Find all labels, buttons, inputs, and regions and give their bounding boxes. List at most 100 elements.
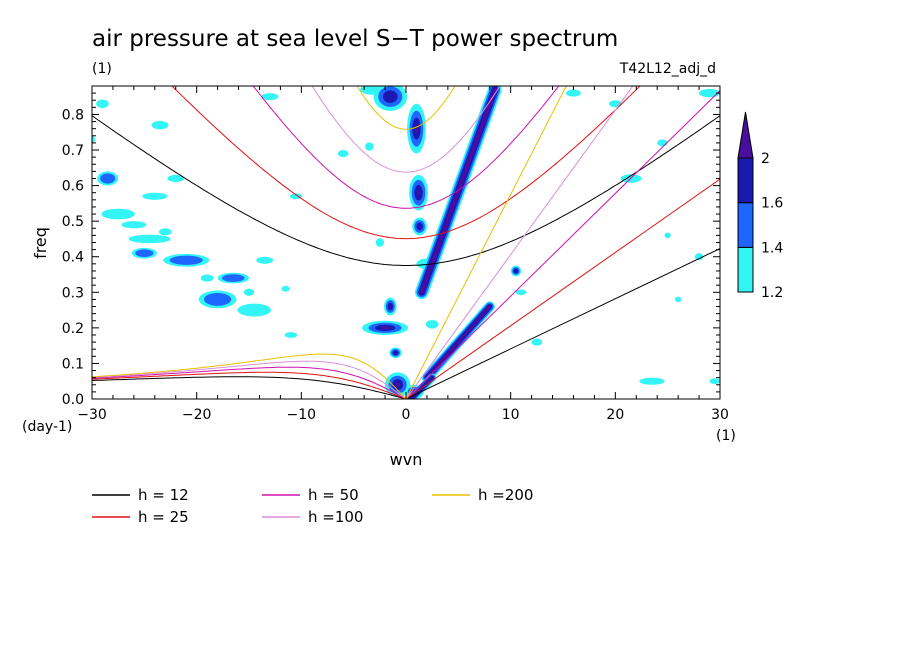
shade-blob — [96, 99, 109, 109]
x-tick-label: 30 — [711, 407, 729, 423]
legend-label: h = 50 — [308, 486, 359, 504]
rossby-wave-curve — [92, 353, 407, 399]
shade-blob — [200, 274, 214, 282]
plot-frame — [91, 85, 721, 400]
x-tick-label: 0 — [402, 407, 411, 423]
shade-blob — [416, 222, 423, 231]
colorbar-segment — [737, 157, 754, 204]
gravity-wave-curve — [356, 86, 456, 130]
shade-blob — [414, 124, 418, 133]
legend-label: h =200 — [478, 486, 533, 504]
y-tick-label: 0.8 — [62, 107, 84, 123]
rossby-wave-curve — [92, 371, 407, 399]
gravity-wave-curve — [252, 86, 560, 209]
shade-blob — [375, 238, 385, 247]
y-axis-label: freq — [31, 227, 50, 259]
y-tick-label: 0.0 — [62, 392, 84, 408]
shade-blob — [337, 150, 349, 158]
shade-blob — [204, 293, 232, 306]
x-unit-label: (1) — [716, 428, 736, 444]
rossby-wave-curve — [92, 360, 407, 399]
shade-blob — [237, 303, 271, 317]
colorbar-label: 2 — [761, 151, 770, 167]
y-axis-ticks: 0.0 0.1 0.2 0.3 0.4 0.5 0.6 0.7 0.8 — [62, 92, 720, 408]
x-tick-label: −10 — [287, 407, 317, 423]
chart-subtitle-left: (1) — [92, 61, 112, 77]
y-tick-label: 0.5 — [62, 214, 84, 230]
shade-blob — [425, 320, 439, 329]
shade-blob — [515, 289, 527, 296]
shade-blob — [169, 255, 203, 265]
shade-blob — [289, 193, 303, 200]
shade-blob — [382, 90, 398, 103]
x-axis-label: wvn — [390, 450, 423, 469]
colorbar-label: 1.6 — [761, 196, 783, 212]
shade-blob — [694, 253, 704, 261]
shade-blob — [167, 174, 185, 183]
gravity-wave-curve — [311, 86, 501, 173]
shade-blob — [281, 285, 290, 292]
colorbar-arrow — [737, 111, 754, 159]
colorbar: 1.2 1.4 1.6 2 — [737, 111, 783, 301]
y-tick-label: 0.7 — [62, 143, 84, 159]
shade-blob — [387, 302, 394, 311]
y-tick-label: 0.3 — [62, 285, 84, 301]
x-tick-label: −20 — [182, 407, 212, 423]
kelvin-line — [405, 90, 720, 399]
shade-blob — [566, 89, 581, 97]
legend: h = 12 h = 25 h = 50 h =100 h =200 — [92, 486, 533, 526]
shade-blob — [395, 382, 400, 387]
y-tick-label: 0.1 — [62, 356, 84, 372]
legend-label: h =100 — [308, 508, 363, 526]
x-tick-label: −30 — [77, 407, 107, 423]
shade-blob — [142, 192, 168, 200]
kelvin-line — [405, 178, 720, 399]
colorbar-label: 1.2 — [761, 285, 783, 301]
shade-blob — [531, 338, 543, 346]
x-tick-label: 10 — [502, 407, 520, 423]
shade-blob — [392, 350, 399, 356]
shade-blob — [664, 232, 671, 239]
y-tick-label: 0.4 — [62, 250, 84, 266]
x-axis-ticks: −30 −20 −10 0 10 20 30 — [77, 86, 729, 423]
rossby-wave-curve — [92, 376, 407, 399]
dispersion-curves — [92, 86, 720, 399]
shade-blob — [256, 256, 274, 264]
gravity-wave-curve — [92, 115, 720, 266]
shade-streak — [425, 305, 492, 379]
shade-blob — [92, 135, 96, 143]
kelvin-line — [405, 248, 720, 399]
y-tick-label: 0.2 — [62, 321, 84, 337]
shade-blob — [261, 93, 279, 101]
shade-blob — [674, 296, 682, 303]
shade-blob — [101, 208, 135, 220]
legend-label: h = 12 — [138, 486, 189, 504]
shade-blob — [221, 274, 245, 282]
shade-blob — [151, 120, 169, 130]
shade-blob — [243, 288, 255, 296]
shade-blob — [417, 189, 421, 196]
y-tick-label: 0.6 — [62, 179, 84, 195]
colorbar-label: 1.4 — [761, 240, 783, 256]
chart-subtitle-right: T42L12_adj_d — [619, 61, 716, 77]
chart-title: air pressure at sea level S−T power spec… — [92, 26, 618, 52]
shade-blob — [709, 378, 720, 385]
shade-streak — [419, 87, 497, 294]
shade-blob — [639, 377, 665, 385]
colorbar-segment — [737, 246, 754, 293]
x-tick-label: 20 — [606, 407, 624, 423]
spectrum-shading — [92, 86, 720, 399]
shade-blob — [128, 234, 171, 244]
shade-blob — [158, 228, 172, 236]
legend-label: h = 25 — [138, 508, 189, 526]
shade-blob — [513, 268, 519, 274]
shade-blob — [100, 173, 116, 184]
kelvin-line — [405, 86, 567, 399]
shade-blob — [284, 332, 298, 338]
y-unit-label: (day-1) — [22, 419, 72, 435]
shade-blob — [381, 326, 389, 330]
shade-blob — [135, 249, 154, 258]
rossby-wave-curve — [92, 366, 407, 399]
colorbar-segment — [737, 202, 754, 248]
